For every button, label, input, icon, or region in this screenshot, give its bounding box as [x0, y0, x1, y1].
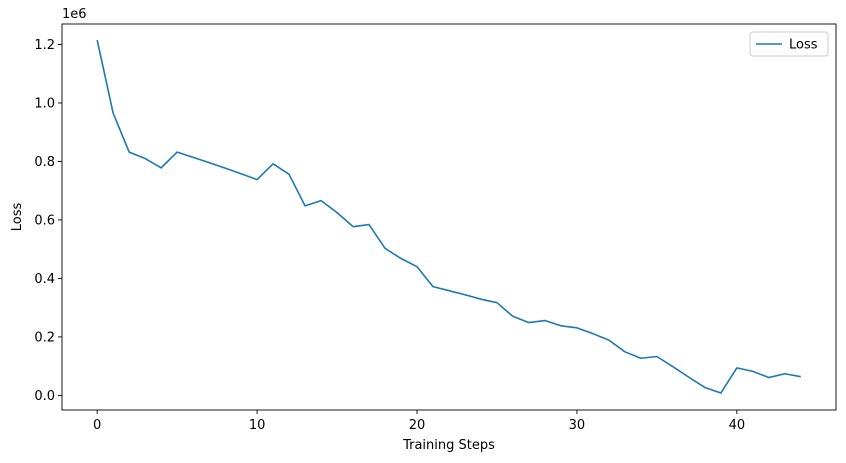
x-tick-label: 20 [409, 418, 426, 433]
x-tick-label: 0 [93, 418, 101, 433]
x-tick-label: 40 [729, 418, 746, 433]
legend-box [749, 31, 829, 57]
series-line-loss [96, 39, 801, 394]
y-axis-ticks: 0.0 0.2 0.4 0.6 0.8 1.0 1.2 [34, 38, 62, 404]
x-tick-label: 30 [569, 418, 586, 433]
y-axis-label: Loss [10, 203, 25, 232]
y-tick-label: 1.2 [34, 38, 55, 53]
series-layer [96, 39, 801, 394]
y-tick-label: 0.2 [34, 330, 55, 345]
x-tick-label: 10 [249, 418, 266, 433]
legend: Loss [749, 31, 829, 57]
x-axis-ticks: 0 10 20 30 40 [93, 410, 745, 433]
y-tick-label: 0.0 [34, 389, 55, 404]
x-axis-label: Training Steps [402, 438, 495, 453]
y-axis-scale-label: 1e6 [62, 7, 87, 22]
y-tick-label: 1.0 [34, 96, 55, 111]
legend-label-loss: Loss [789, 38, 818, 53]
y-tick-label: 0.8 [34, 155, 55, 170]
y-tick-label: 0.4 [34, 272, 55, 287]
y-tick-label: 0.6 [34, 213, 55, 228]
plot-frame [61, 23, 837, 411]
